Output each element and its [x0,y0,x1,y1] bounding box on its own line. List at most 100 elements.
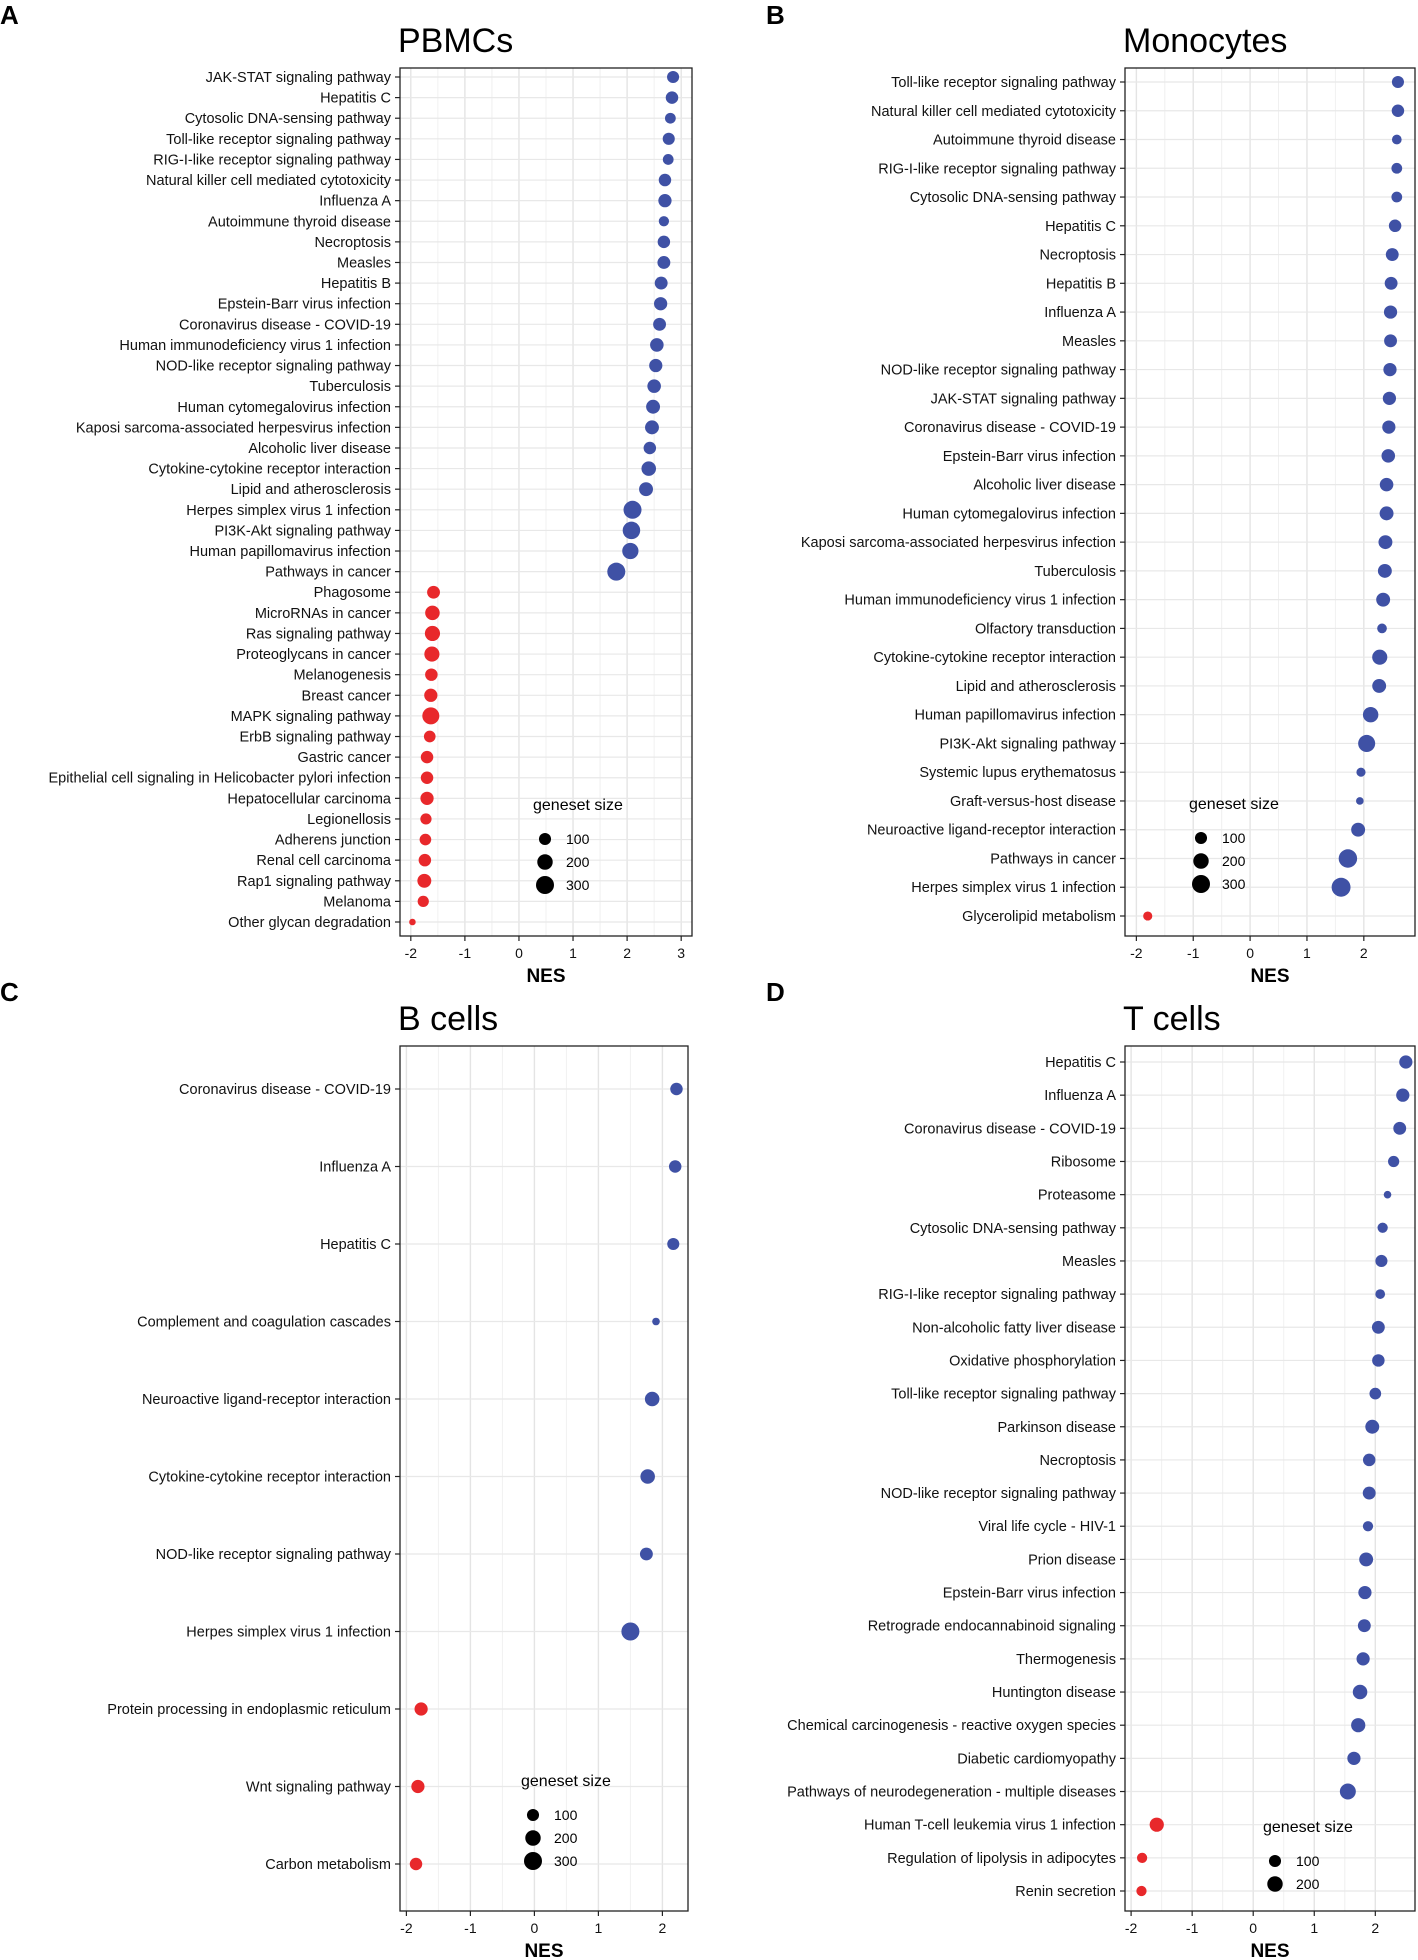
category-label: Epithelial cell signaling in Helicobacte… [48,771,391,787]
data-point [640,1469,655,1484]
category-label: Tuberculosis [309,379,391,395]
category-label: RIG-I-like receptor signaling pathway [878,1287,1116,1303]
data-point [1377,623,1387,634]
category-label: Toll-like receptor signaling pathway [891,75,1117,91]
category-label: Kaposi sarcoma-associated herpesvirus in… [76,420,391,436]
data-point [657,256,671,269]
data-point [1388,1155,1400,1168]
data-point [420,750,434,764]
category-label: Epstein-Barr virus infection [218,297,391,313]
data-point [1396,1088,1410,1102]
category-label: Systemic lupus erythematosus [919,765,1116,781]
legend-key [1192,875,1210,893]
x-tick-label: -1 [1186,1920,1199,1936]
category-label: Retrograde endocannabinoid signaling [868,1619,1116,1635]
x-tick-label: 2 [659,1920,667,1936]
x-axis-title: NES [526,966,565,987]
data-point [418,853,432,867]
legend-label: 300 [1222,876,1246,892]
data-point [1376,592,1391,607]
category-label: ErbB signaling pathway [239,730,391,746]
panel-title: B cells [398,1000,498,1038]
legend-label: 200 [1296,1876,1320,1892]
data-point [1393,1121,1407,1135]
category-label: Epstein-Barr virus infection [943,1586,1116,1602]
legend-title: geneset size [1189,796,1279,813]
data-point [424,646,440,662]
x-tick-label: 2 [1371,1920,1379,1936]
data-point [1356,767,1366,777]
category-label: Cytokine-cytokine receptor interaction [873,650,1116,666]
data-point [668,1160,682,1173]
data-point [1372,1354,1385,1367]
category-label: Adherens junction [275,833,391,849]
legend-label: 200 [554,1830,578,1846]
data-point [1377,563,1392,578]
data-point [643,441,657,455]
category-label: Herpes simplex virus 1 infection [186,1625,391,1641]
legend-label: 300 [554,1853,578,1869]
data-point [420,791,434,805]
x-tick-label: -2 [405,945,418,961]
data-point [417,895,429,908]
category-label: Measles [337,255,391,271]
category-label: NOD-like receptor signaling pathway [156,1547,392,1563]
data-point [409,918,416,926]
category-label: Necroptosis [314,235,391,251]
panel-letter: D [766,977,785,1007]
data-point [419,833,432,846]
category-label: Hepatitis C [1045,219,1116,235]
category-label: Necroptosis [1039,248,1116,264]
data-point [1383,1190,1392,1199]
category-label: Viral life cycle - HIV-1 [978,1519,1116,1535]
panel-letter: A [0,0,19,30]
category-label: Human immunodeficiency virus 1 infection [844,593,1116,609]
data-point [1391,162,1403,174]
data-point [1372,678,1387,693]
category-label: Neuroactive ligand-receptor interaction [142,1392,391,1408]
data-point [425,605,440,621]
category-label: Wnt signaling pathway [246,1780,392,1796]
category-label: Autoimmune thyroid disease [208,214,391,230]
category-label: Diabetic cardiomyopathy [957,1751,1117,1767]
data-point [1357,1619,1371,1633]
category-label: Cytosolic DNA-sensing pathway [185,111,392,127]
category-label: Hepatocellular carcinoma [227,791,392,807]
data-point [623,500,642,519]
category-label: Human T-cell leukemia virus 1 infection [864,1818,1116,1834]
x-axis-title: NES [1250,1941,1289,1960]
data-point [607,562,626,581]
panel-b: B Monocytes Toll-like receptor signaling p… [766,0,1416,987]
data-point [662,154,674,165]
category-label: Phagosome [314,585,391,601]
category-label: Hepatitis C [320,91,391,107]
x-tick-label: 0 [1249,1920,1257,1936]
category-label: Neuroactive ligand-receptor interaction [867,823,1116,839]
data-point [1381,449,1396,463]
legend-key [537,854,553,870]
panel-a: A PBMCs JAK-STAT signaling pathway Hepatiti… [0,0,693,987]
data-point [424,688,438,702]
data-point [1369,1387,1382,1400]
category-label: PI3K-Akt signaling pathway [939,736,1116,752]
data-point [420,813,432,825]
data-point [409,1857,423,1871]
data-point [1362,1521,1374,1532]
category-label: Pathways in cancer [990,851,1116,867]
category-label: Oxidative phosphorylation [949,1353,1116,1369]
data-point [646,399,661,414]
category-label: Ribosome [1051,1154,1116,1170]
data-point [654,276,668,290]
data-point [641,461,657,476]
data-point [1372,649,1388,665]
category-label: Lipid and atherosclerosis [231,482,391,498]
category-label: Human papillomavirus infection [190,544,392,560]
data-point [1384,276,1398,290]
data-point [658,216,670,227]
data-point [423,730,436,743]
data-point [414,1702,428,1716]
legend-key [1268,1854,1282,1868]
data-point [664,112,676,124]
legend-label: 300 [566,877,590,893]
data-point [639,1547,653,1561]
